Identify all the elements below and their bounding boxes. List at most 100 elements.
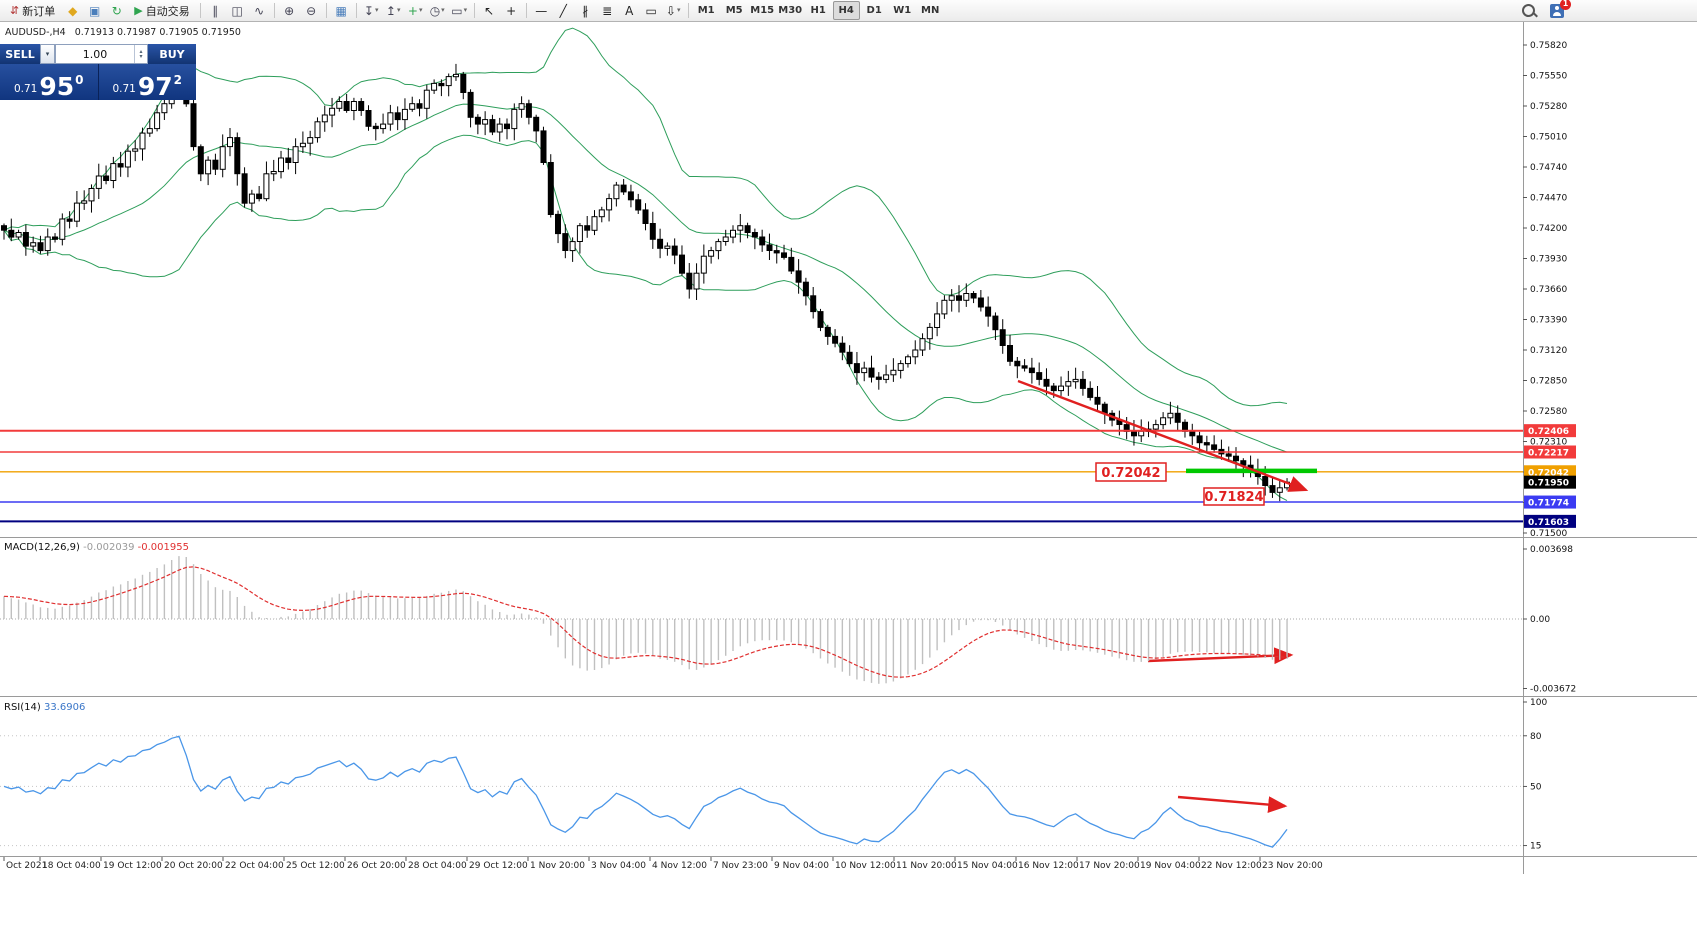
chart-info-line: AUDUSD-,H4 0.71913 0.71987 0.71905 0.719…: [5, 27, 241, 38]
volume-input[interactable]: 1.00: [82, 47, 108, 61]
sell-price-prefix: 0.71: [13, 83, 38, 95]
tile-windows-icon-glyph: ▦: [335, 3, 347, 18]
svg-text:0.71500: 0.71500: [1530, 529, 1567, 539]
volume-preset-dropdown[interactable]: ▾: [40, 44, 55, 64]
rsi-indicator: [0, 735, 1523, 848]
tile-windows-icon[interactable]: ▦: [331, 2, 352, 20]
timeframe-m15-button[interactable]: M15: [750, 5, 775, 16]
svg-text:0.00: 0.00: [1530, 615, 1550, 625]
trendline-icon[interactable]: ╱: [553, 2, 574, 20]
svg-text:Oct 2021: Oct 2021: [6, 861, 47, 871]
timeframe-m30-button[interactable]: M30: [778, 5, 803, 16]
price-badge: 0.71774: [1524, 495, 1576, 509]
price-annotation-label[interactable]: 0.71824: [1203, 487, 1265, 506]
svg-text:9 Nov 04:00: 9 Nov 04:00: [774, 861, 829, 871]
spinner-up-icon[interactable]: ▴: [139, 48, 143, 55]
svg-text:100: 100: [1530, 698, 1547, 708]
new-order-button[interactable]: ⇵ 新订单: [4, 2, 61, 20]
zoom-out-icon[interactable]: ⊖: [301, 2, 322, 20]
price-annotation-label[interactable]: 0.72042: [1095, 462, 1167, 482]
search-icon[interactable]: [1518, 2, 1539, 20]
svg-text:1 Nov 20:00: 1 Nov 20:00: [530, 861, 585, 871]
label-icon-glyph: ▭: [645, 3, 657, 18]
templates-icon[interactable]: ▭ ▾: [449, 2, 470, 20]
pane-separators[interactable]: [0, 22, 1697, 874]
sell-price-display[interactable]: 0.71 95 0: [0, 64, 98, 100]
buy-button[interactable]: BUY: [148, 44, 196, 64]
autotrading-icon: ▶: [134, 4, 143, 17]
price-badge: 0.72217: [1524, 445, 1576, 459]
candlestick-chart-type-icon[interactable]: ◫: [227, 2, 248, 20]
buy-price-display[interactable]: 0.71 97 2: [98, 64, 196, 100]
objects-list-icon[interactable]: ↥ ▾: [383, 2, 404, 20]
sell-button[interactable]: SELL: [0, 44, 40, 64]
svg-text:0.72217: 0.72217: [1528, 449, 1569, 459]
refresh-icon[interactable]: ↻: [106, 2, 127, 20]
svg-text:0.71950: 0.71950: [1528, 479, 1569, 489]
text-icon-glyph: A: [625, 3, 634, 18]
zoom-in-icon-glyph: ⊕: [284, 3, 295, 18]
timeframe-w1-button[interactable]: W1: [893, 5, 912, 16]
cursor-icon[interactable]: ↖: [479, 2, 500, 20]
timeframe-mn-button[interactable]: MN: [921, 5, 940, 16]
timeframe-h4-button[interactable]: H4: [832, 1, 860, 20]
sell-price-sup: 0: [75, 73, 84, 87]
svg-text:80: 80: [1530, 732, 1542, 742]
charts-icon-glyph: ▣: [89, 3, 101, 18]
volume-spinner[interactable]: ▴ ▾: [134, 45, 147, 63]
dropdown-caret: ▾: [441, 6, 445, 14]
indicator-list-icon[interactable]: ↧ ▾: [361, 2, 382, 20]
horizontal-line-icon[interactable]: —: [531, 2, 552, 20]
toolbar-separator: [199, 3, 201, 18]
timeframe-h1-button[interactable]: H1: [810, 5, 826, 16]
dropdown-caret: ▾: [463, 6, 468, 14]
metaeditor-icon[interactable]: ◆: [62, 2, 83, 20]
timeframe-d1-button[interactable]: D1: [866, 5, 882, 16]
svg-text:0.73660: 0.73660: [1530, 285, 1567, 295]
autotrading-button[interactable]: ▶ 自动交易: [128, 2, 195, 20]
price-badge: 0.72406: [1524, 424, 1576, 438]
svg-text:0.73390: 0.73390: [1530, 316, 1567, 326]
horizontal-level-lines[interactable]: [0, 429, 1523, 523]
price-badge: 0.71950: [1524, 475, 1576, 489]
periods-icon[interactable]: ◷ ▾: [427, 2, 448, 20]
fibonacci-icon[interactable]: ≣: [597, 2, 618, 20]
bollinger-bands: [3, 27, 1288, 502]
toolbar-separator: [473, 3, 475, 18]
svg-text:0.75010: 0.75010: [1530, 133, 1567, 143]
label-icon[interactable]: ▭: [641, 2, 662, 20]
fibonacci-icon-glyph: ≣: [602, 3, 613, 18]
svg-text:22 Nov 12:00: 22 Nov 12:00: [1201, 861, 1262, 871]
toolbar-separator: [355, 3, 357, 18]
svg-text:-0.003672: -0.003672: [1530, 685, 1576, 695]
trend-arrow-main[interactable]: [1017, 379, 1309, 492]
svg-text:50: 50: [1530, 782, 1542, 792]
add-indicator-icon[interactable]: + ▾: [405, 2, 426, 20]
crosshair-icon[interactable]: +: [501, 2, 522, 20]
shapes-icon[interactable]: ⇩ ▾: [663, 2, 684, 20]
bar-chart-type-icon[interactable]: ∥: [205, 2, 226, 20]
zoom-in-icon[interactable]: ⊕: [279, 2, 300, 20]
price-badge: 0.71603: [1524, 514, 1576, 528]
price-axis[interactable]: 0.75820 0.75550 0.75280 0.75010 0.74740 0.744…: [1523, 41, 1576, 852]
dropdown-caret: ▾: [418, 6, 423, 14]
trend-arrow-rsi[interactable]: [1177, 795, 1288, 813]
horizontal-line-icon-glyph: —: [535, 3, 548, 18]
line-chart-type-icon-glyph: ∿: [254, 3, 265, 18]
charts-icon[interactable]: ▣: [84, 2, 105, 20]
dropdown-caret: ▾: [676, 6, 681, 14]
spinner-down-icon[interactable]: ▾: [139, 53, 143, 60]
text-icon[interactable]: A: [619, 2, 640, 20]
svg-text:10 Nov 12:00: 10 Nov 12:00: [835, 861, 896, 871]
svg-text:18 Oct 04:00: 18 Oct 04:00: [42, 861, 101, 871]
shapes-icon-glyph: ⇩: [665, 3, 676, 18]
user-account-button[interactable]: 1: [1546, 0, 1571, 20]
autotrading-button-label: 自动交易: [145, 4, 190, 18]
channel-icon[interactable]: ∦: [575, 2, 596, 20]
line-chart-type-icon[interactable]: ∿: [249, 2, 270, 20]
trend-arrow-macd[interactable]: [1147, 647, 1294, 665]
timeframe-m5-button[interactable]: M5: [725, 5, 743, 16]
timeframe-m1-button[interactable]: M1: [697, 5, 715, 16]
